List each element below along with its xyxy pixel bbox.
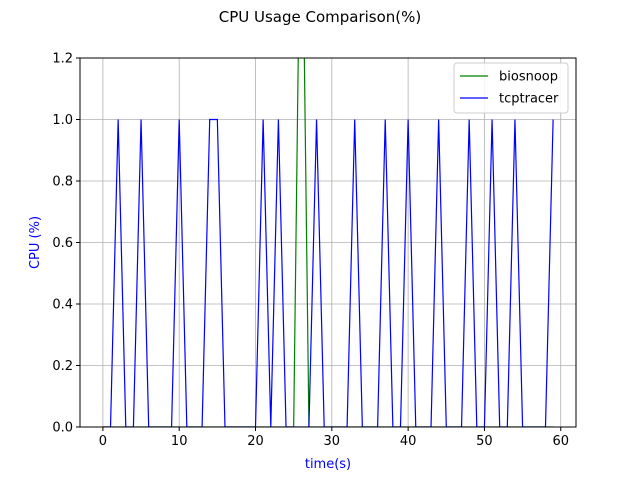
x-tick-label: 20 xyxy=(247,434,264,449)
y-tick-label: 0.4 xyxy=(52,298,73,313)
x-tick-label: 10 xyxy=(171,434,188,449)
legend-label-tcptracer: tcptracer xyxy=(499,92,559,107)
x-tick-label: 0 xyxy=(99,434,107,449)
x-tick-label: 40 xyxy=(400,434,417,449)
legend: biosnoop tcptracer xyxy=(453,62,569,114)
x-tick-label: 50 xyxy=(476,434,493,449)
axes: 0 10 20 30 40 50 60 0.0 0.2 0.4 0.6 0.8 1.0 1.2 xyxy=(52,52,577,449)
x-axis-title: time(s) xyxy=(305,457,351,472)
y-axis-title: CPU (%) xyxy=(28,216,43,269)
series-line-tcptracer xyxy=(102,118,554,427)
y-tick-label: 1.0 xyxy=(52,113,73,128)
series-layer xyxy=(102,58,554,427)
y-tick-label: 0.0 xyxy=(52,421,73,436)
y-tick-label: 0.6 xyxy=(52,236,73,251)
y-tick-label: 1.2 xyxy=(52,52,73,67)
y-tick-label: 0.2 xyxy=(52,359,73,374)
x-tick-label: 30 xyxy=(324,434,341,449)
legend-label-biosnoop: biosnoop xyxy=(499,70,558,85)
x-tick-label: 60 xyxy=(552,434,569,449)
y-tick-label: 0.8 xyxy=(52,175,73,190)
chart-title: CPU Usage Comparison(%) xyxy=(219,8,422,26)
